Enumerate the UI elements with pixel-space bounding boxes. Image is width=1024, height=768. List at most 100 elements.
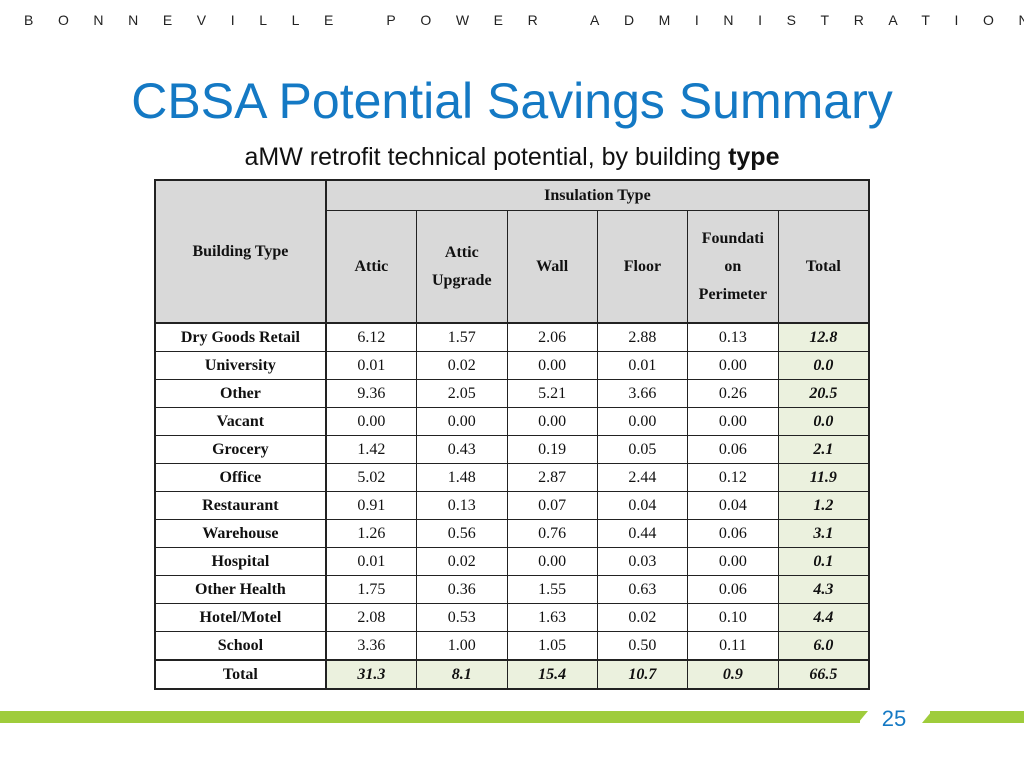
building-type-cell: Total (154, 659, 327, 690)
total-cell: 12.8 (777, 322, 870, 352)
value-cell: 0.12 (687, 463, 779, 492)
total-cell: 20.5 (777, 379, 870, 408)
building-type-cell: Hotel/Motel (154, 603, 327, 632)
value-cell: 0.00 (687, 407, 779, 436)
value-cell: 0.06 (687, 435, 779, 464)
value-cell: 0.63 (596, 575, 689, 604)
column-header-total: Total (777, 210, 870, 324)
value-cell: 0.91 (325, 491, 417, 520)
value-cell: 1.75 (325, 575, 417, 604)
column-header-wall: Wall (506, 210, 598, 324)
building-type-cell: Other (154, 379, 327, 408)
value-cell: 0.04 (596, 491, 689, 520)
value-cell: 0.10 (687, 603, 779, 632)
value-cell: 0.00 (596, 407, 689, 436)
value-cell: 0.56 (416, 519, 508, 548)
value-cell: 0.01 (325, 547, 417, 576)
value-cell: 0.53 (416, 603, 508, 632)
value-cell: 3.36 (325, 631, 417, 661)
value-cell: 0.00 (506, 407, 598, 436)
table-row: Office 5.02 1.48 2.87 2.44 0.12 11.9 (154, 463, 870, 492)
value-cell: 8.1 (416, 659, 508, 690)
value-cell: 2.44 (596, 463, 689, 492)
value-cell: 0.44 (596, 519, 689, 548)
value-cell: 1.48 (416, 463, 508, 492)
value-cell: 15.4 (506, 659, 598, 690)
table-row: Other 9.36 2.05 5.21 3.66 0.26 20.5 (154, 379, 870, 408)
value-cell: 0.00 (687, 351, 779, 380)
value-cell: 5.02 (325, 463, 417, 492)
value-cell: 31.3 (325, 659, 417, 690)
value-cell: 1.42 (325, 435, 417, 464)
total-cell: 2.1 (777, 435, 870, 464)
value-cell: 1.63 (506, 603, 598, 632)
value-cell: 0.13 (416, 491, 508, 520)
value-cell: 0.43 (416, 435, 508, 464)
total-cell: 1.2 (777, 491, 870, 520)
value-cell: 0.50 (596, 631, 689, 661)
building-type-cell: Other Health (154, 575, 327, 604)
table-row: School 3.36 1.00 1.05 0.50 0.11 6.0 (154, 631, 870, 661)
value-cell: 2.87 (506, 463, 598, 492)
total-cell: 11.9 (777, 463, 870, 492)
value-cell: 0.26 (687, 379, 779, 408)
savings-table: Building Type Insulation Type Attic Attic… (154, 179, 870, 690)
table-header: Building Type Insulation Type Attic Attic… (154, 179, 870, 324)
building-type-cell: Dry Goods Retail (154, 322, 327, 352)
value-cell: 2.06 (506, 322, 598, 352)
value-cell: 0.00 (506, 547, 598, 576)
value-cell: 2.88 (596, 322, 689, 352)
table-row: Hotel/Motel 2.08 0.53 1.63 0.02 0.10 4.4 (154, 603, 870, 632)
value-cell: 0.03 (596, 547, 689, 576)
value-cell: 1.57 (416, 322, 508, 352)
value-cell: 0.00 (687, 547, 779, 576)
total-row: Total 31.3 8.1 15.4 10.7 0.9 66.5 (154, 659, 870, 690)
table-row: University 0.01 0.02 0.00 0.01 0.00 0.0 (154, 351, 870, 380)
value-cell: 0.36 (416, 575, 508, 604)
table-row: Dry Goods Retail 6.12 1.57 2.06 2.88 0.13 12.8 (154, 322, 870, 352)
value-cell: 10.7 (596, 659, 689, 690)
value-cell: 0.02 (416, 547, 508, 576)
page-number: 25 (881, 706, 907, 731)
footer-bar-slant-left (858, 711, 868, 723)
value-cell: 1.55 (506, 575, 598, 604)
value-cell: 0.00 (325, 407, 417, 436)
building-type-cell: School (154, 631, 327, 661)
value-cell: 0.04 (687, 491, 779, 520)
value-cell: 0.07 (506, 491, 598, 520)
value-cell: 0.01 (325, 351, 417, 380)
value-cell: 0.05 (596, 435, 689, 464)
footer-bar-right (930, 711, 1024, 723)
value-cell: 1.05 (506, 631, 598, 661)
footer-bar-slant-right (922, 711, 932, 723)
subtitle-bold-text: type (728, 143, 780, 171)
value-cell: 0.06 (687, 575, 779, 604)
total-cell: 66.5 (777, 659, 870, 690)
table-row: Vacant 0.00 0.00 0.00 0.00 0.00 0.0 (154, 407, 870, 436)
total-cell: 0.0 (777, 351, 870, 380)
value-cell: 0.19 (506, 435, 598, 464)
value-cell: 0.00 (416, 407, 508, 436)
value-cell: 0.11 (687, 631, 779, 661)
footer-bar-left (0, 711, 860, 723)
value-cell: 0.76 (506, 519, 598, 548)
building-type-cell: Warehouse (154, 519, 327, 548)
total-cell: 4.3 (777, 575, 870, 604)
table-body: Dry Goods Retail 6.12 1.57 2.06 2.88 0.13 12.8… (154, 322, 870, 690)
building-type-cell: Hospital (154, 547, 327, 576)
column-header-floor: Floor (596, 210, 689, 324)
total-cell: 0.1 (777, 547, 870, 576)
value-cell: 0.13 (687, 322, 779, 352)
table-row: Warehouse 1.26 0.56 0.76 0.44 0.06 3.1 (154, 519, 870, 548)
value-cell: 3.66 (596, 379, 689, 408)
slide-subtitle: aMW retrofit technical potential, by bui… (0, 143, 1024, 172)
building-type-cell: Vacant (154, 407, 327, 436)
value-cell: 5.21 (506, 379, 598, 408)
building-type-header: Building Type (154, 179, 327, 324)
value-cell: 9.36 (325, 379, 417, 408)
table-row: Hospital 0.01 0.02 0.00 0.03 0.00 0.1 (154, 547, 870, 576)
subtitle-text: aMW retrofit technical potential, by bui… (244, 143, 729, 171)
building-type-cell: Restaurant (154, 491, 327, 520)
total-cell: 0.0 (777, 407, 870, 436)
table-row: Restaurant 0.91 0.13 0.07 0.04 0.04 1.2 (154, 491, 870, 520)
